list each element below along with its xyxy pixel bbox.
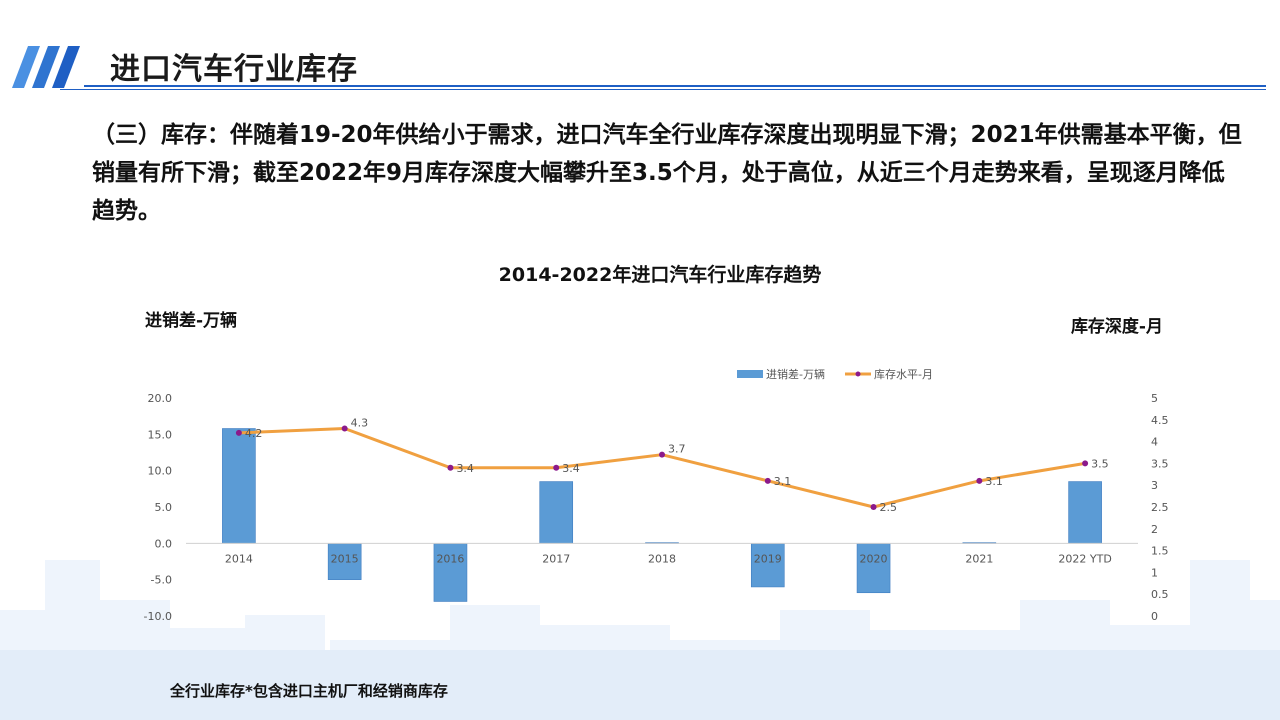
line-point <box>1082 460 1089 467</box>
y-right-tick-label: 0.5 <box>1151 588 1169 601</box>
bar <box>539 481 574 544</box>
legend-bar-swatch <box>737 370 763 378</box>
legend-line-marker <box>855 371 861 377</box>
y-left-tick-label: 5.0 <box>155 501 173 514</box>
y-axis-right-label: 库存深度-月 <box>1071 316 1163 337</box>
y-right-tick-label: 4 <box>1151 436 1158 449</box>
line-point <box>870 504 877 510</box>
legend-line-label: 库存水平-月 <box>874 367 933 381</box>
data-label: 3.4 <box>456 462 474 475</box>
y-right-tick-label: 2 <box>1151 523 1158 536</box>
data-label: 3.7 <box>668 443 686 456</box>
header-divider <box>84 85 1266 87</box>
x-tick-label: 2017 <box>542 552 570 565</box>
line-point <box>447 464 454 471</box>
x-tick-label: 2019 <box>754 552 782 565</box>
bar <box>1068 481 1102 544</box>
y-left-tick-label: -5.0 <box>151 574 172 587</box>
series-line <box>238 427 1086 509</box>
y-right-tick-label: 1.5 <box>1151 545 1169 558</box>
header-divider-thin <box>60 89 1266 90</box>
y-right-tick-label: 3.5 <box>1151 457 1169 470</box>
y-axis-left-label: 进销差-万辆 <box>145 310 237 331</box>
data-label: 3.5 <box>1091 457 1109 470</box>
x-tick-label: 2022 YTD <box>1058 552 1111 565</box>
legend-bar-label: 进销差-万辆 <box>766 367 825 381</box>
y-right-tick-label: 5 <box>1151 392 1158 405</box>
y-right-tick-label: 4.5 <box>1151 414 1169 427</box>
plot-area: 20.0 15.0 10.0 5.0 0.0 -5.0 -10.0 5 4.5 4 3.5 3 2.5 2… <box>144 392 1169 623</box>
data-label: 4.2 <box>245 427 263 440</box>
data-label: 2.5 <box>880 501 898 514</box>
y-right-tick-label: 1 <box>1151 566 1158 579</box>
y-right-tick-label: 3 <box>1151 479 1158 492</box>
line-point <box>553 464 560 471</box>
x-tick-label: 2021 <box>965 552 993 565</box>
data-label: 3.1 <box>774 475 792 488</box>
data-label: 3.1 <box>985 475 1003 488</box>
x-tick-label: 2015 <box>331 552 359 565</box>
line-point <box>235 429 242 436</box>
line-point <box>659 451 665 458</box>
chart-legend: 进销差-万辆 库存水平-月 <box>737 367 933 381</box>
bar <box>327 543 362 580</box>
data-label: 4.3 <box>351 417 369 430</box>
footnote: 全行业库存*包含进口主机厂和经销商库存 <box>170 682 448 700</box>
y-left-tick-label: -10.0 <box>144 610 172 623</box>
y-left-tick-label: 15.0 <box>148 428 173 441</box>
bar <box>750 543 785 588</box>
y-left-tick-label: 0.0 <box>155 537 173 550</box>
x-tick-label: 2020 <box>860 552 888 565</box>
y-right-tick-label: 2.5 <box>1151 501 1169 514</box>
page-title: 进口汽车行业库存 <box>110 52 358 87</box>
y-left-tick-label: 20.0 <box>148 392 173 405</box>
y-left-tick-label: 10.0 <box>148 465 173 478</box>
x-tick-label: 2016 <box>436 552 464 565</box>
y-right-tick-label: 0 <box>1151 610 1158 623</box>
x-tick-label: 2014 <box>225 552 253 565</box>
line-point <box>764 477 771 484</box>
header-stripes-logo <box>12 46 80 88</box>
line-point <box>341 425 348 432</box>
line-point <box>976 477 983 484</box>
x-tick-label: 2018 <box>648 552 676 565</box>
bar <box>856 543 891 594</box>
chart-title: 2014-2022年进口汽车行业库存趋势 <box>499 263 822 286</box>
data-label: 3.4 <box>562 462 580 475</box>
summary-paragraph: （三）库存：伴随着19-20年供给小于需求，进口汽车全行业库存深度出现明显下滑；… <box>92 122 1242 224</box>
bar <box>222 428 256 544</box>
